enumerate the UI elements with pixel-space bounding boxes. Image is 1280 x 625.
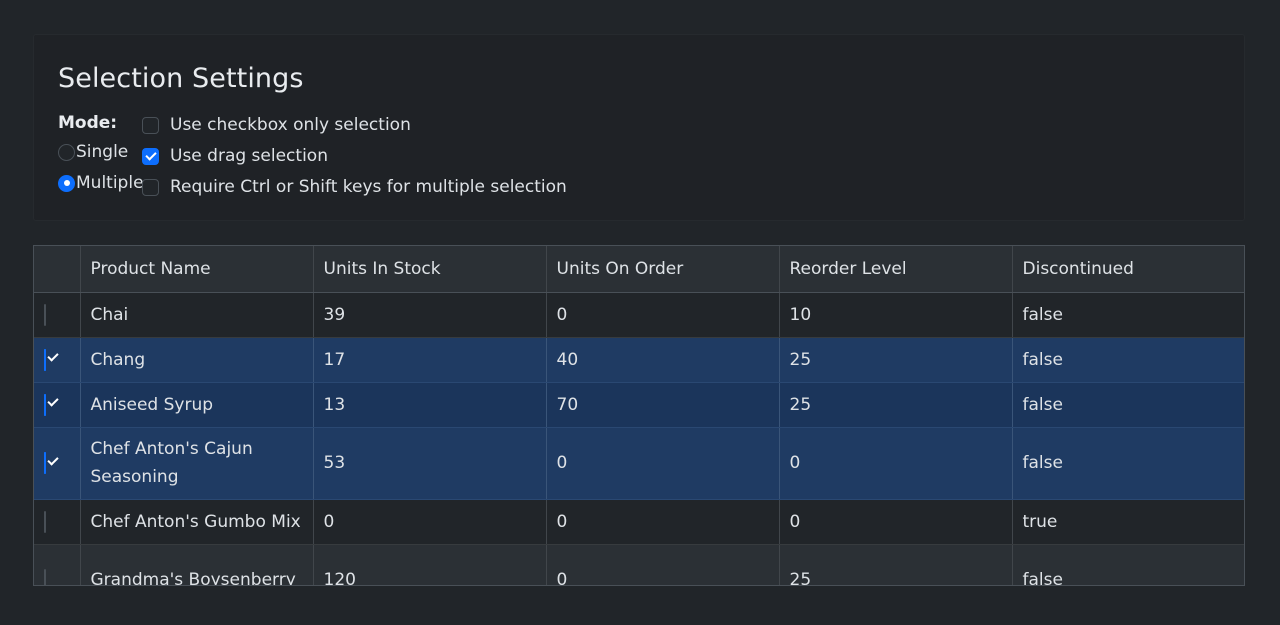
cell-discontinued: false (1012, 292, 1244, 338)
mode-multiple-label[interactable]: Multiple (76, 173, 144, 193)
table-row[interactable]: Grandma's Boysenberry 120 0 25 false (34, 544, 1244, 585)
cell-reorder-level: 25 (779, 337, 1013, 383)
header-units-on-order[interactable]: Units On Order (546, 246, 780, 293)
cell-discontinued: false (1012, 337, 1244, 383)
mode-label: Mode: (58, 113, 118, 133)
ctrl-shift-option[interactable]: Require Ctrl or Shift keys for multiple … (142, 177, 567, 197)
cell-units-in-stock: 120 (313, 544, 547, 585)
row-select-checkbox[interactable] (44, 393, 46, 416)
cell-units-on-order: 0 (546, 292, 780, 338)
cell-product-name: Chef Anton's Gumbo Mix (80, 499, 314, 545)
cell-units-in-stock: 13 (313, 382, 547, 428)
cell-reorder-level: 25 (779, 544, 1013, 585)
mode-multiple-radio[interactable] (58, 174, 75, 192)
row-select-checkbox[interactable] (44, 348, 46, 371)
row-select-checkbox[interactable] (44, 452, 46, 474)
cell-product-name: Chang (80, 337, 314, 383)
cell-reorder-level: 0 (779, 499, 1013, 545)
cell-units-in-stock: 17 (313, 337, 547, 383)
mode-single-label[interactable]: Single (76, 142, 129, 162)
cell-discontinued: false (1012, 382, 1244, 428)
cell-reorder-level: 0 (779, 427, 1013, 500)
ctrl-shift-label[interactable]: Require Ctrl or Shift keys for multiple … (170, 177, 567, 197)
products-grid[interactable]: Product Name Units In Stock Units On Ord… (33, 245, 1245, 586)
checkbox-only-option[interactable]: Use checkbox only selection (142, 115, 411, 135)
cell-product-name: Chef Anton's Cajun Seasoning (80, 427, 314, 500)
cell-product-name: Aniseed Syrup (80, 382, 314, 428)
cell-discontinued: true (1012, 499, 1244, 545)
cell-reorder-level: 25 (779, 382, 1013, 428)
mode-single-radio[interactable] (58, 143, 75, 161)
cell-units-in-stock: 53 (313, 427, 547, 500)
cell-units-on-order: 0 (546, 427, 780, 500)
grid-header-row: Product Name Units In Stock Units On Ord… (34, 246, 1244, 293)
table-row[interactable]: Chef Anton's Gumbo Mix 0 0 0 true (34, 499, 1244, 545)
cell-units-on-order: 40 (546, 337, 780, 383)
settings-title: Selection Settings (58, 63, 304, 94)
cell-units-on-order: 0 (546, 544, 780, 585)
drag-selection-checkbox[interactable] (142, 147, 159, 165)
header-reorder-level[interactable]: Reorder Level (779, 246, 1013, 293)
cell-units-in-stock: 0 (313, 499, 547, 545)
cell-discontinued: false (1012, 427, 1244, 500)
ctrl-shift-checkbox[interactable] (142, 178, 159, 196)
cell-units-on-order: 70 (546, 382, 780, 428)
cell-reorder-level: 10 (779, 292, 1013, 338)
table-row[interactable]: Chef Anton's Cajun Seasoning 53 0 0 fals… (34, 427, 1244, 500)
drag-selection-label[interactable]: Use drag selection (170, 146, 328, 166)
header-units-in-stock[interactable]: Units In Stock (313, 246, 547, 293)
checkbox-only-checkbox[interactable] (142, 116, 159, 134)
drag-selection-option[interactable]: Use drag selection (142, 146, 328, 166)
selection-settings-panel: Selection Settings Mode: Single Multiple… (33, 34, 1245, 221)
mode-multiple-option[interactable]: Multiple (58, 173, 144, 193)
mode-single-option[interactable]: Single (58, 142, 128, 162)
table-row[interactable]: Aniseed Syrup 13 70 25 false (34, 382, 1244, 428)
row-select-checkbox[interactable] (44, 303, 46, 326)
row-select-checkbox[interactable] (44, 510, 46, 533)
checkbox-only-label[interactable]: Use checkbox only selection (170, 115, 411, 135)
cell-units-on-order: 0 (546, 499, 780, 545)
cell-product-name: Chai (80, 292, 314, 338)
header-select-column[interactable] (34, 246, 81, 293)
row-select-checkbox[interactable] (44, 569, 46, 585)
table-row[interactable]: Chai 39 0 10 false (34, 292, 1244, 338)
table-row[interactable]: Chang 17 40 25 false (34, 337, 1244, 383)
cell-discontinued: false (1012, 544, 1244, 585)
cell-units-in-stock: 39 (313, 292, 547, 338)
header-product-name[interactable]: Product Name (80, 246, 314, 293)
cell-product-name: Grandma's Boysenberry (80, 544, 314, 585)
header-discontinued[interactable]: Discontinued (1012, 246, 1244, 293)
